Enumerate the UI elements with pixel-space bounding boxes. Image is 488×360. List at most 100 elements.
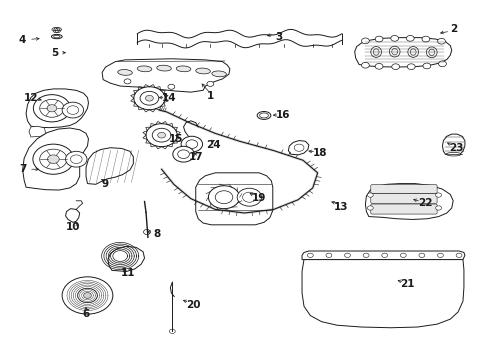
Circle shape: [40, 99, 64, 117]
Circle shape: [185, 140, 197, 148]
Ellipse shape: [118, 69, 132, 75]
Circle shape: [406, 36, 413, 41]
Text: 8: 8: [153, 229, 160, 239]
Circle shape: [361, 62, 368, 68]
Text: 14: 14: [161, 93, 176, 103]
Ellipse shape: [372, 49, 378, 55]
Circle shape: [435, 206, 441, 210]
Circle shape: [242, 192, 256, 202]
Circle shape: [455, 253, 461, 257]
Circle shape: [33, 95, 70, 122]
Circle shape: [146, 124, 177, 147]
FancyBboxPatch shape: [370, 185, 436, 193]
Ellipse shape: [428, 49, 434, 55]
Circle shape: [181, 136, 202, 152]
Circle shape: [83, 293, 91, 298]
Circle shape: [134, 87, 164, 110]
Circle shape: [172, 146, 194, 162]
Text: 1: 1: [206, 91, 214, 101]
Circle shape: [381, 253, 387, 257]
Circle shape: [124, 79, 131, 84]
Polygon shape: [86, 148, 133, 184]
Polygon shape: [195, 173, 272, 225]
Ellipse shape: [51, 35, 62, 39]
Circle shape: [294, 144, 304, 151]
Circle shape: [421, 36, 429, 42]
Circle shape: [366, 193, 372, 197]
Circle shape: [361, 38, 368, 44]
Ellipse shape: [257, 112, 270, 120]
Circle shape: [67, 106, 79, 114]
Circle shape: [47, 155, 59, 163]
Polygon shape: [302, 251, 464, 260]
Circle shape: [33, 144, 74, 174]
Circle shape: [237, 188, 261, 206]
Circle shape: [143, 229, 150, 234]
Ellipse shape: [137, 66, 151, 72]
FancyBboxPatch shape: [370, 204, 436, 214]
Circle shape: [140, 91, 159, 105]
Ellipse shape: [195, 68, 210, 74]
Ellipse shape: [426, 47, 436, 58]
Text: 6: 6: [82, 310, 89, 319]
Circle shape: [418, 253, 424, 257]
Circle shape: [145, 95, 153, 101]
Ellipse shape: [409, 49, 415, 55]
Polygon shape: [302, 260, 463, 328]
Circle shape: [390, 36, 398, 41]
Ellipse shape: [259, 113, 268, 118]
Text: 16: 16: [276, 111, 290, 121]
Ellipse shape: [54, 35, 60, 38]
Text: 7: 7: [19, 164, 26, 174]
FancyBboxPatch shape: [370, 193, 436, 203]
Ellipse shape: [407, 46, 418, 57]
Text: 9: 9: [102, 179, 109, 189]
Circle shape: [407, 64, 414, 69]
Polygon shape: [26, 89, 88, 128]
Polygon shape: [102, 59, 229, 92]
Circle shape: [325, 253, 331, 257]
Circle shape: [167, 84, 174, 89]
Polygon shape: [288, 140, 308, 155]
Polygon shape: [22, 128, 88, 190]
Circle shape: [400, 253, 406, 257]
Ellipse shape: [176, 66, 190, 72]
Circle shape: [374, 36, 382, 42]
Circle shape: [169, 329, 175, 333]
Text: 11: 11: [121, 268, 136, 278]
Text: 13: 13: [333, 202, 347, 212]
Polygon shape: [29, 126, 45, 137]
Text: 21: 21: [400, 279, 414, 289]
Circle shape: [363, 253, 368, 257]
Circle shape: [70, 155, 82, 163]
Circle shape: [215, 191, 232, 204]
Circle shape: [62, 277, 113, 314]
Circle shape: [177, 150, 189, 158]
Polygon shape: [365, 184, 452, 220]
Circle shape: [366, 206, 372, 210]
Circle shape: [344, 253, 350, 257]
Text: 19: 19: [251, 193, 266, 203]
Circle shape: [435, 193, 441, 197]
Circle shape: [65, 151, 87, 167]
Polygon shape: [354, 38, 451, 67]
Text: 12: 12: [23, 93, 38, 103]
Text: 22: 22: [417, 198, 431, 208]
Polygon shape: [65, 209, 80, 222]
Ellipse shape: [391, 48, 397, 55]
Circle shape: [307, 253, 313, 257]
Circle shape: [47, 105, 57, 112]
Circle shape: [374, 63, 382, 69]
Ellipse shape: [211, 71, 226, 77]
Text: 2: 2: [449, 24, 457, 35]
Circle shape: [437, 39, 445, 44]
Text: 10: 10: [65, 222, 80, 231]
Circle shape: [208, 186, 239, 209]
Polygon shape: [442, 134, 464, 154]
Text: 15: 15: [169, 134, 183, 144]
Circle shape: [40, 149, 67, 169]
Circle shape: [438, 61, 446, 67]
Circle shape: [152, 128, 171, 142]
Circle shape: [437, 253, 443, 257]
Text: 5: 5: [51, 48, 58, 58]
